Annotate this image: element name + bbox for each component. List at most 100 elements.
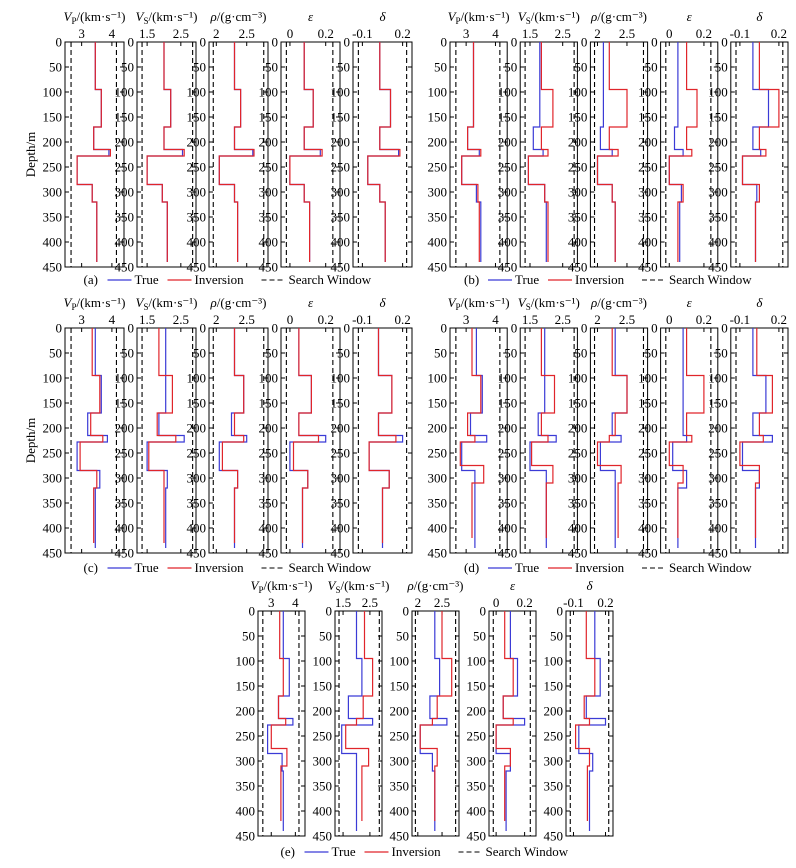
subplot-3: 0 50 100 150 200 250 300 350 400 450 2 2.5 ρ/(g·cm⁻³…: [187, 9, 269, 275]
y-tick-label: 350: [43, 496, 63, 511]
y-tick-label: 450: [43, 260, 63, 275]
y-tick-label: 250: [467, 729, 487, 744]
y-tick-label: 450: [236, 829, 256, 844]
y-tick-label: 450: [115, 546, 135, 561]
x-tick-label: 2: [213, 26, 220, 41]
subplot-title: VS/(km·s⁻¹): [136, 9, 198, 26]
y-tick-label: 300: [236, 754, 256, 769]
y-tick-label: 200: [568, 135, 588, 150]
subplot-title: VP/(km·s⁻¹): [64, 9, 126, 26]
y-tick-label: 350: [638, 496, 658, 511]
y-tick-label: 300: [115, 471, 135, 486]
y-tick-label: 150: [568, 396, 588, 411]
subplot-title: VP/(km·s⁻¹): [448, 9, 510, 26]
y-tick-label: 300: [331, 471, 351, 486]
y-tick-label: 50: [49, 60, 62, 75]
y-tick-label: 350: [115, 496, 135, 511]
y-tick-label: 50: [574, 60, 587, 75]
y-tick-label: 450: [498, 260, 518, 275]
subplot-1: 0 50 100 150 200 250 300 350 400 450 3 4VP/(km·s⁻¹): [43, 295, 126, 561]
y-tick-label: 250: [259, 160, 279, 175]
y-tick-label: 0: [511, 35, 518, 50]
inversion-curve: [345, 611, 374, 821]
y-tick-label: 400: [428, 521, 448, 536]
y-tick-label: 400: [259, 521, 279, 536]
inversion-curve: [221, 328, 245, 543]
true-curve: [146, 42, 184, 262]
y-tick-label: 400: [115, 521, 135, 536]
subplot-title: δ: [379, 9, 386, 24]
y-tick-label: 300: [187, 471, 207, 486]
y-tick-label: 0: [581, 35, 588, 50]
y-tick-label: 250: [638, 446, 658, 461]
y-tick-label: 450: [187, 260, 207, 275]
y-tick-label: 50: [473, 629, 486, 644]
y-tick-label: 450: [544, 829, 564, 844]
y-tick-label: 250: [187, 160, 207, 175]
y-tick-label: 200: [638, 421, 658, 436]
y-tick-label: 350: [708, 496, 728, 511]
y-tick-label: 0: [249, 604, 256, 619]
legend-window-label: Search Window: [669, 560, 752, 575]
y-tick-label: 200: [313, 704, 333, 719]
inversion-curve: [495, 611, 514, 821]
y-tick-label: 400: [331, 235, 351, 250]
subplot-frame: [64, 327, 125, 554]
x-tick-label: 2.5: [173, 312, 189, 327]
subplot-1: 0 50 100 150 200 250 300 350 400 450 3 4VP/(km·s⁻¹): [428, 9, 510, 275]
y-tick-label: 350: [115, 210, 135, 225]
x-tick-label: -0.1: [352, 312, 373, 327]
y-tick-label: 0: [480, 604, 487, 619]
y-tick-label: 0: [344, 35, 351, 50]
true-curve: [341, 611, 374, 831]
y-tick-label: 200: [115, 135, 135, 150]
y-tick-label: 150: [236, 679, 256, 694]
subplot-title: ρ/(g·cm⁻³): [210, 9, 267, 24]
y-tick-label: 400: [115, 235, 135, 250]
subplot-title: ε: [687, 9, 693, 24]
y-tick-label: 0: [200, 321, 207, 336]
y-tick-label: 150: [259, 396, 279, 411]
subplot-title: ρ/(g·cm⁻³): [407, 578, 464, 593]
inversion-curve: [531, 328, 556, 538]
subplot-frame: [488, 610, 537, 837]
y-tick-label: 350: [467, 779, 487, 794]
legend-true-label: True: [515, 560, 539, 575]
y-tick-label: 0: [56, 35, 63, 50]
y-tick-label: 200: [43, 421, 63, 436]
y-tick-label: 300: [708, 471, 728, 486]
x-tick-label: 4: [292, 595, 299, 610]
legend-true-label: True: [135, 560, 159, 575]
y-tick-label: 250: [544, 729, 564, 744]
y-tick-label: 400: [498, 521, 518, 536]
legend-window-label: Search Window: [289, 560, 372, 575]
y-tick-label: 200: [428, 421, 448, 436]
panel-label: (b): [464, 272, 479, 287]
x-tick-label: 0: [287, 312, 294, 327]
y-tick-label: 150: [43, 396, 63, 411]
legend-inversion-label: Inversion: [195, 272, 245, 287]
y-tick-label: 0: [581, 321, 588, 336]
y-tick-label: 200: [236, 704, 256, 719]
y-tick-label: 150: [313, 679, 333, 694]
subplot-title: δ: [586, 578, 593, 593]
true-curve: [76, 328, 108, 548]
y-tick-label: 100: [43, 371, 63, 386]
x-tick-label: 0: [287, 26, 294, 41]
y-tick-label: 150: [43, 110, 63, 125]
inversion-curve: [292, 328, 320, 543]
panel-label: (c): [84, 560, 98, 575]
subplot-5: 0 50 100 150 200 250 300 350 400 450 -0.1 0.2 δ: [544, 578, 614, 844]
y-tick-label: 100: [187, 371, 207, 386]
y-tick-label: 200: [544, 704, 564, 719]
x-tick-label: 0.2: [696, 26, 712, 41]
subplot-5: 0 50 100 150 200 250 300 350 400 450 -0.1 0.2 δ: [331, 9, 413, 275]
y-tick-label: 200: [467, 704, 487, 719]
subplot-title: δ: [756, 295, 763, 310]
y-tick-label: 200: [568, 421, 588, 436]
y-tick-label: 300: [428, 185, 448, 200]
true-curve: [146, 328, 185, 548]
y-tick-label: 150: [638, 110, 658, 125]
